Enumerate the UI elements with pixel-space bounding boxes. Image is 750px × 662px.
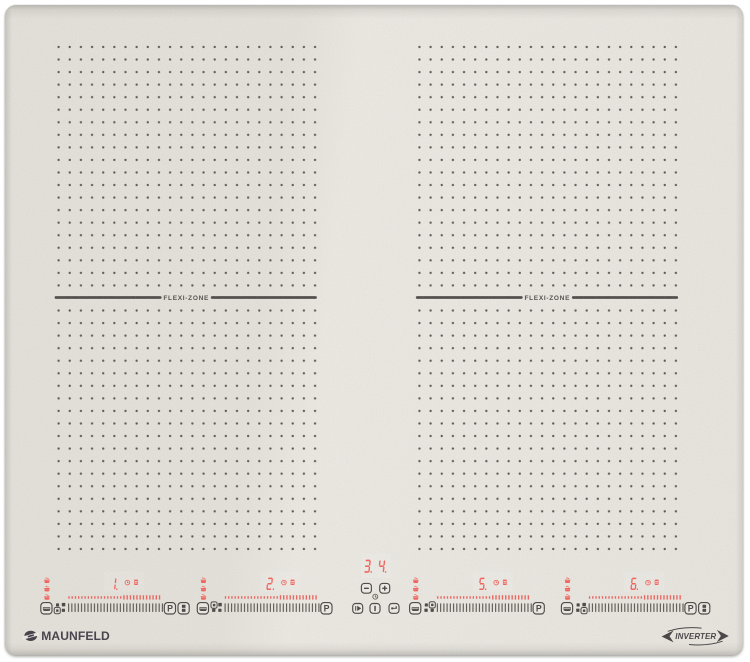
svg-text:INVERTER: INVERTER	[675, 632, 716, 641]
svg-text:MAUNFELD: MAUNFELD	[41, 629, 110, 643]
